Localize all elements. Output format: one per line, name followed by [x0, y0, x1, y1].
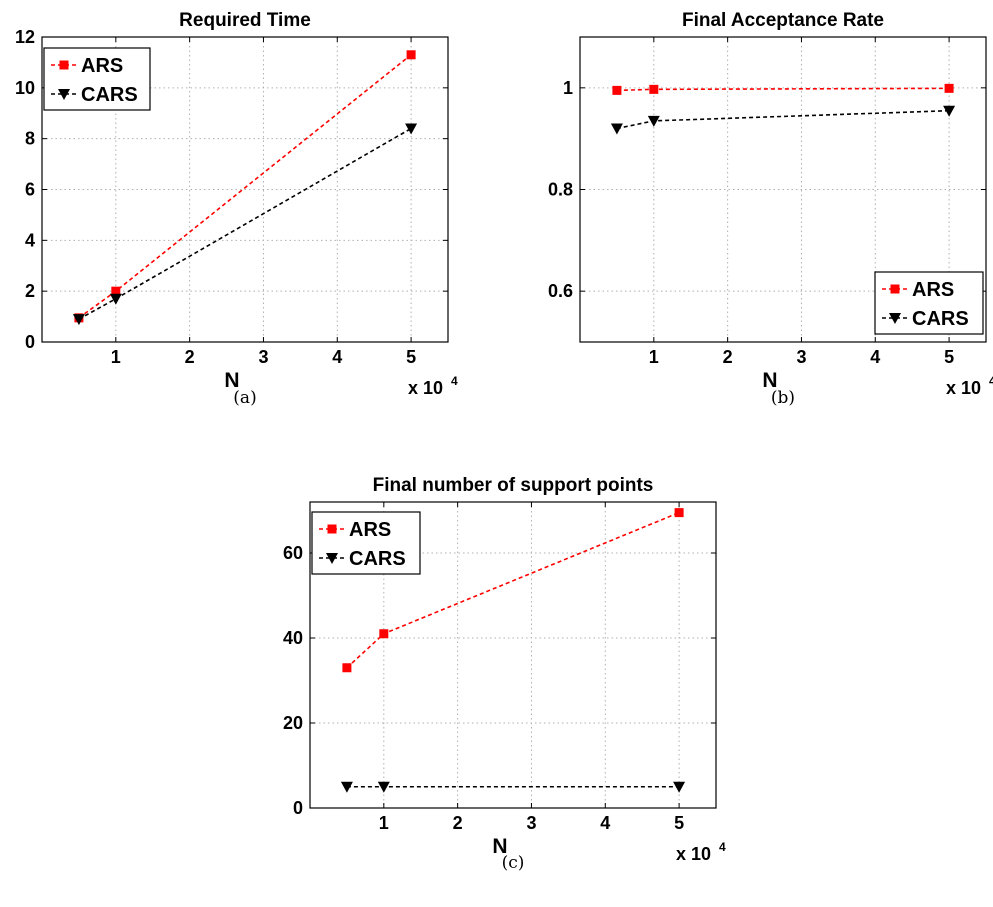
legend-marker [58, 89, 70, 100]
data-point [109, 293, 122, 305]
legend-box [874, 271, 984, 335]
panel-caption: (c) [502, 853, 525, 873]
y-tick-label: 20 [283, 713, 303, 733]
legend: ARS CARS [311, 511, 421, 575]
x-multiplier-label: x 10 [408, 378, 443, 398]
series-ars [342, 508, 684, 673]
legend-label: ARS [81, 55, 123, 77]
x-multiplier-exponent: 4 [719, 840, 726, 854]
y-tick-label: 0 [293, 798, 303, 818]
x-tick-label: 5 [944, 347, 954, 367]
data-point [111, 286, 121, 296]
legend-box [43, 47, 151, 111]
legend-item-ars: ARS [882, 279, 954, 301]
x-axis-label: N [492, 835, 507, 858]
data-point [379, 629, 389, 639]
x-tick-label: 5 [674, 813, 684, 833]
data-point [610, 123, 623, 135]
data-point [377, 781, 390, 793]
series-ars [612, 83, 954, 95]
legend-box [311, 511, 421, 575]
chart-panel-2: Final Acceptance Rate 1 2 3 4 5 0.6 0.8 1 N x 10 4 A… [548, 10, 993, 408]
legend-item-cars: CARS [51, 84, 138, 106]
x-tick-label: 4 [600, 813, 610, 833]
data-point [342, 663, 352, 673]
data-point [673, 781, 686, 793]
data-point [340, 781, 353, 793]
data-point [72, 314, 85, 326]
legend-label: ARS [912, 279, 954, 301]
chart-title: Final Acceptance Rate [682, 10, 884, 31]
x-multiplier-label: x 10 [946, 378, 981, 398]
panel-caption: (b) [771, 388, 795, 408]
series-cars [610, 105, 956, 135]
legend-label: CARS [81, 84, 138, 106]
chart-panel-3: Final number of support points 1 2 3 4 5 0 20 40… [283, 475, 726, 873]
x-tick-label: 1 [379, 813, 389, 833]
legend-label: ARS [349, 519, 391, 541]
legend-marker [889, 313, 901, 324]
data-point [649, 84, 659, 94]
x-axis-label: N [224, 369, 239, 392]
data-point [944, 83, 954, 93]
x-tick-label: 4 [332, 347, 342, 367]
legend-item-cars: CARS [882, 308, 969, 330]
data-point [405, 123, 418, 135]
data-point [406, 50, 416, 60]
legend: ARS CARS [43, 47, 151, 111]
y-tick-label: 1 [563, 78, 573, 98]
legend-marker [59, 60, 69, 70]
y-tick-label: 4 [25, 230, 35, 250]
panel-caption: (a) [233, 388, 256, 408]
legend: ARS CARS [874, 271, 984, 335]
x-multiplier-label: x 10 [676, 844, 711, 864]
y-tick-label: 2 [25, 281, 35, 301]
plot-frame [309, 501, 717, 809]
x-multiplier-exponent: 4 [451, 374, 458, 388]
y-tick-label: 60 [283, 543, 303, 563]
legend-label: CARS [912, 308, 969, 330]
x-multiplier-exponent: 4 [989, 374, 993, 388]
x-tick-label: 1 [649, 347, 659, 367]
legend-marker [890, 284, 900, 294]
y-tick-label: 0.8 [548, 180, 573, 200]
x-tick-label: 3 [258, 347, 268, 367]
x-tick-label: 3 [526, 813, 536, 833]
legend-label: CARS [349, 548, 406, 570]
series-cars [72, 123, 418, 326]
series-line [78, 127, 412, 320]
x-tick-label: 4 [870, 347, 880, 367]
legend-item-ars: ARS [51, 55, 123, 77]
legend-marker [327, 524, 337, 534]
data-point [612, 85, 622, 95]
x-tick-label: 3 [796, 347, 806, 367]
data-point [943, 105, 956, 117]
chart-title: Final number of support points [373, 475, 654, 496]
chart-title: Required Time [179, 10, 311, 31]
series-line [616, 87, 950, 92]
data-point [674, 508, 684, 518]
series-line [616, 109, 950, 130]
legend-item-ars: ARS [319, 519, 391, 541]
data-point [647, 115, 660, 127]
y-tick-label: 0.6 [548, 281, 573, 301]
x-tick-label: 5 [406, 347, 416, 367]
legend-marker [326, 553, 338, 564]
x-tick-label: 1 [111, 347, 121, 367]
y-tick-label: 6 [25, 180, 35, 200]
x-axis-label: N [762, 369, 777, 392]
y-tick-label: 8 [25, 129, 35, 149]
y-tick-label: 0 [25, 332, 35, 352]
y-tick-label: 10 [15, 78, 35, 98]
y-tick-label: 12 [15, 27, 35, 47]
x-tick-label: 2 [185, 347, 195, 367]
series-cars [340, 781, 686, 793]
y-tick-label: 40 [283, 628, 303, 648]
x-tick-label: 2 [453, 813, 463, 833]
legend-item-cars: CARS [319, 548, 406, 570]
x-tick-label: 2 [723, 347, 733, 367]
